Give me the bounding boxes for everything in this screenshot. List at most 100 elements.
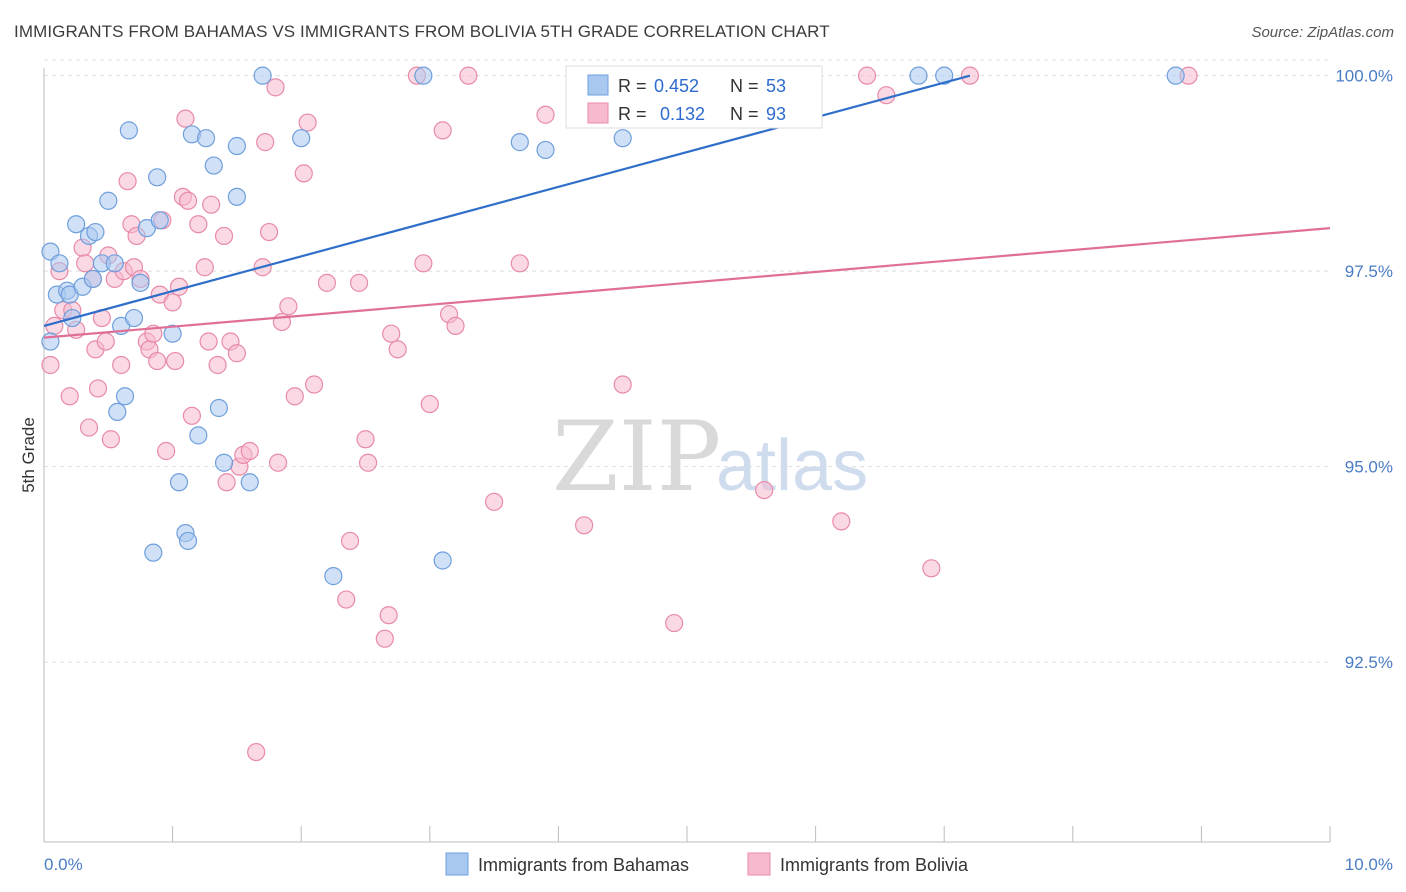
bahamas-point	[240, 473, 259, 492]
bolivia-point	[446, 316, 465, 335]
bolivia-point	[76, 254, 95, 273]
legend-label-bolivia: Immigrants from Bolivia	[780, 855, 969, 875]
legend-n-label: N =	[730, 76, 759, 96]
bolivia-point	[337, 590, 356, 609]
bolivia-point	[148, 351, 167, 371]
bolivia-point	[157, 441, 176, 461]
legend-r-value: 0.132	[660, 104, 705, 124]
bahamas-point	[163, 324, 182, 343]
bolivia-point	[420, 394, 439, 414]
bolivia-point	[79, 418, 99, 437]
bahamas-point	[227, 136, 246, 156]
bolivia-point	[375, 629, 394, 648]
bolivia-point	[189, 215, 208, 234]
bahamas-point	[99, 191, 118, 210]
bolivia-point	[60, 387, 79, 406]
bahamas-point	[119, 121, 138, 140]
bolivia-point	[304, 375, 324, 394]
legend-r-label: R =	[618, 76, 647, 96]
bahamas-point	[209, 398, 228, 418]
bahamas-point	[108, 402, 127, 421]
bolivia-point	[388, 340, 407, 359]
bolivia-point	[536, 105, 555, 124]
bahamas-point	[324, 567, 343, 586]
legend-n-value: 93	[766, 104, 786, 124]
bolivia-point	[382, 324, 401, 343]
legend-r-value: 0.452	[654, 76, 699, 96]
bolivia-point	[195, 258, 214, 277]
bahamas-point	[292, 129, 311, 148]
x-tick-labels: 0.0% 10.0%	[44, 855, 1393, 874]
bahamas-point	[433, 551, 452, 570]
bolivia-point	[268, 453, 288, 472]
bolivia-point	[166, 351, 185, 371]
bahamas-point	[115, 387, 135, 406]
bolivia-point	[510, 254, 529, 273]
bolivia-point	[832, 512, 851, 531]
bolivia-point	[96, 332, 115, 351]
y-tick-labels: 92.5% 95.0% 97.5% 100.0%	[1335, 67, 1393, 673]
bahamas-point	[204, 156, 223, 175]
bolivia-point	[256, 133, 275, 152]
bahamas-point	[536, 140, 555, 160]
bolivia-point	[414, 254, 433, 273]
bolivia-point	[247, 742, 266, 762]
source-label: Source: ZipAtlas.com	[1251, 24, 1394, 41]
bahamas-point	[253, 66, 272, 85]
bolivia-point	[41, 355, 60, 375]
bolivia-trend-line	[43, 227, 1331, 339]
bahamas-point	[124, 308, 144, 328]
legend-label-bahamas: Immigrants from Bahamas	[478, 855, 689, 875]
bolivia-point	[665, 613, 684, 633]
bolivia-point	[755, 481, 774, 500]
bolivia-point	[118, 172, 137, 191]
bahamas-point	[86, 222, 105, 242]
bahamas-point	[83, 269, 102, 289]
bolivia-point	[356, 430, 375, 449]
bolivia-point	[857, 66, 877, 85]
bolivia-point	[240, 441, 259, 461]
bahamas-point	[131, 273, 150, 292]
watermark: ZIP atlas	[552, 401, 868, 513]
bolivia-point	[208, 355, 227, 375]
bolivia-point	[199, 332, 218, 351]
bolivia-point	[298, 113, 317, 132]
bahamas-point	[150, 211, 169, 230]
legend-swatch-bahamas	[445, 852, 469, 876]
bahamas-point	[227, 187, 246, 206]
bolivia-point	[259, 222, 279, 242]
bolivia-point	[459, 66, 478, 85]
legend-swatch-blue	[587, 74, 609, 96]
bolivia-point	[227, 344, 246, 363]
bolivia-point	[112, 355, 131, 375]
bolivia-point	[317, 273, 337, 292]
x-tick-label: 0.0%	[44, 855, 83, 874]
x-tick-label: 10.0%	[1345, 855, 1393, 874]
bolivia-point	[485, 492, 504, 511]
bolivia-point	[217, 473, 236, 492]
bolivia-point	[379, 606, 398, 625]
bolivia-point	[433, 121, 452, 140]
bahamas-point	[510, 133, 529, 152]
y-tick-label: 97.5%	[1345, 262, 1393, 281]
y-tick-label: 100.0%	[1335, 67, 1393, 86]
bahamas-point	[67, 215, 86, 234]
data-points	[41, 66, 1198, 762]
legend-r-label: R =	[618, 104, 647, 124]
bolivia-point	[202, 195, 221, 214]
bahamas-point	[414, 66, 433, 85]
bolivia-point	[163, 293, 182, 312]
bolivia-point	[182, 406, 201, 425]
bahamas-point	[613, 129, 632, 148]
axes	[43, 68, 1331, 843]
bahamas-point	[105, 254, 124, 273]
bolivia-point	[266, 78, 285, 97]
bolivia-point	[176, 109, 195, 128]
bolivia-point	[294, 164, 313, 183]
bolivia-point	[88, 379, 108, 398]
bahamas-point	[144, 543, 163, 562]
y-axis-title: 5th Grade	[19, 417, 38, 493]
y-tick-label: 92.5%	[1345, 653, 1393, 672]
bolivia-point	[45, 316, 64, 335]
